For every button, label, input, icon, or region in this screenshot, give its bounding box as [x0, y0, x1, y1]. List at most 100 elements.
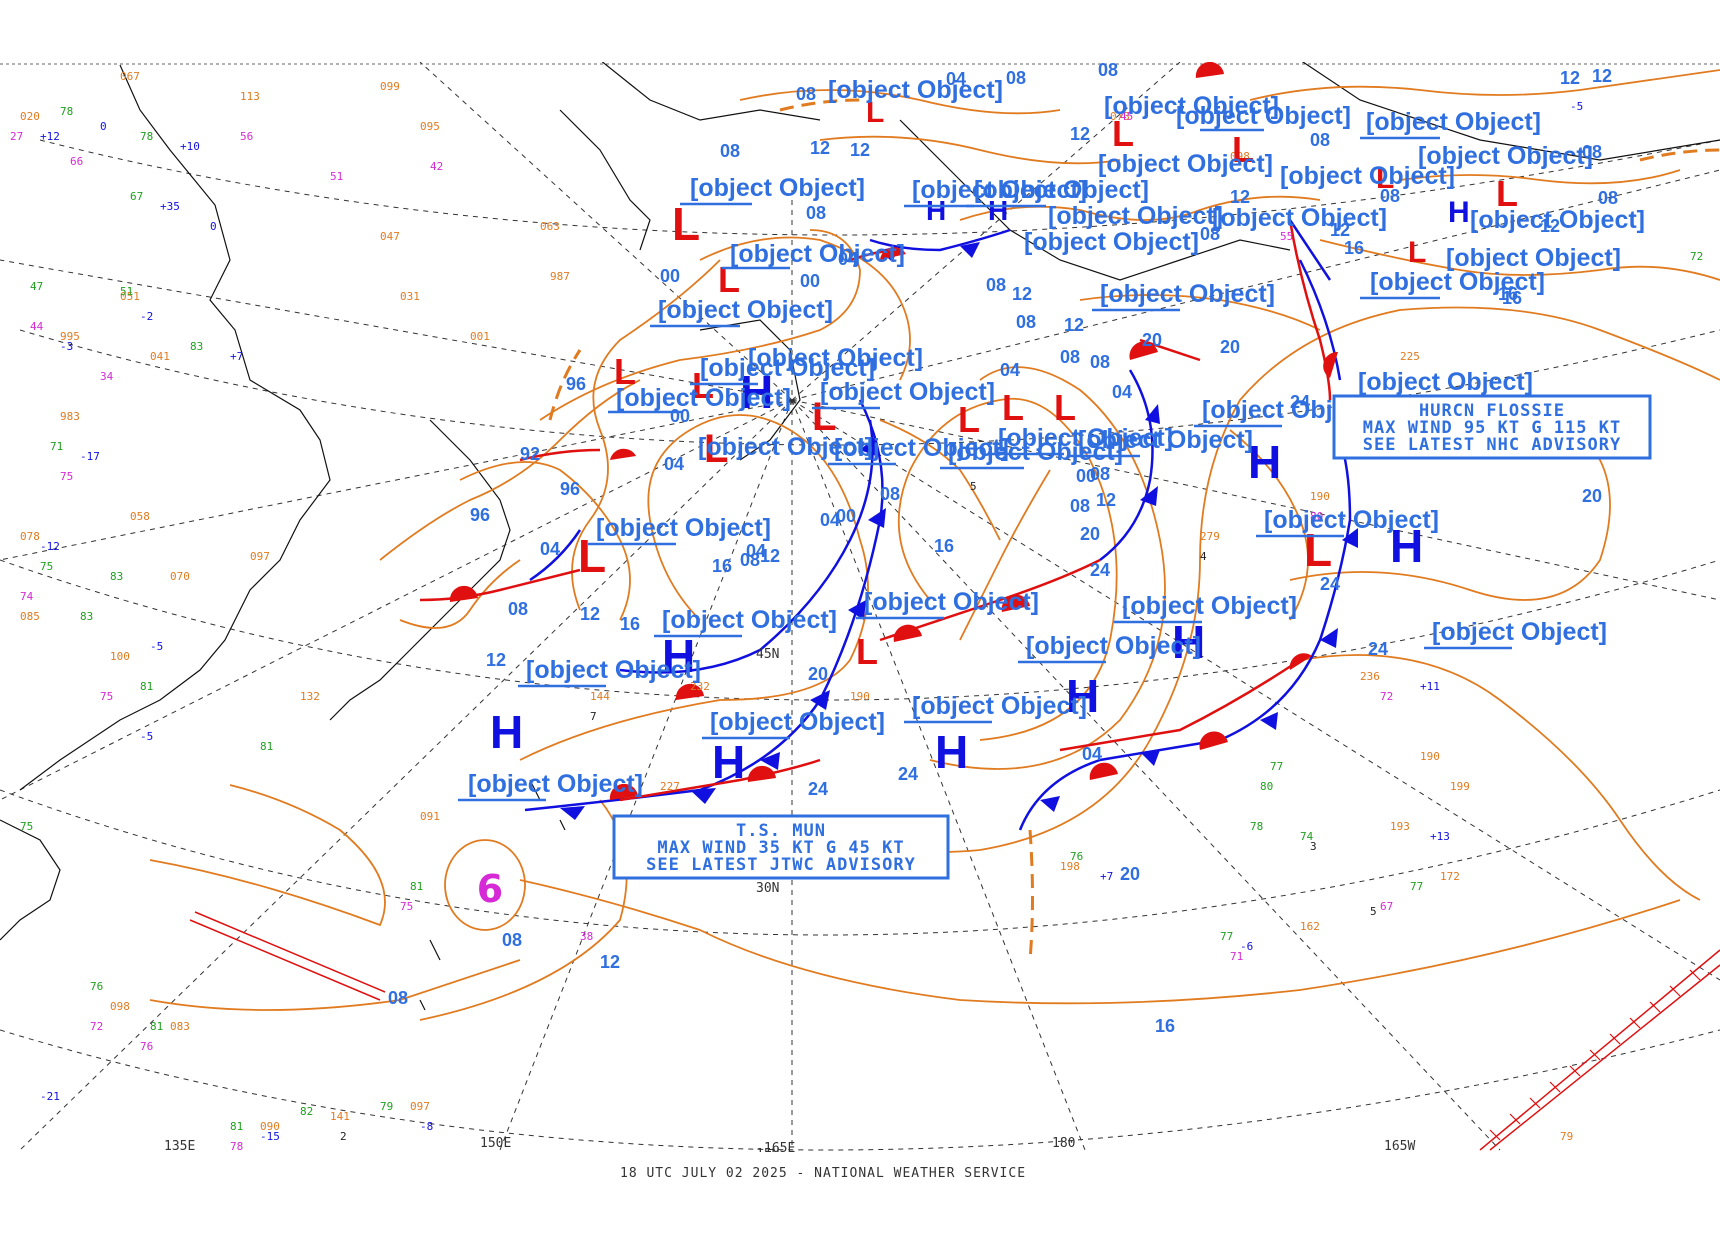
svg-text:5: 5: [1370, 905, 1377, 918]
svg-text:12: 12: [760, 546, 780, 566]
svg-text:983: 983: [60, 410, 80, 423]
svg-text:71: 71: [1230, 950, 1243, 963]
svg-text:[object Object]: [object Object]: [596, 514, 771, 542]
svg-text:279: 279: [1200, 530, 1220, 543]
svg-text:[object Object]: [object Object]: [1470, 206, 1645, 234]
svg-text:995: 995: [60, 330, 80, 343]
svg-text:-5: -5: [140, 730, 153, 743]
svg-text:16: 16: [1498, 284, 1518, 304]
svg-text:81: 81: [260, 740, 273, 753]
svg-text:12: 12: [1540, 216, 1560, 236]
svg-text:236: 236: [1360, 670, 1380, 683]
svg-text:-12: -12: [40, 540, 60, 553]
svg-text:76: 76: [90, 980, 103, 993]
latitude-labels: 45N 30N 15N: [756, 647, 779, 1162]
svg-text:[object Object]: [object Object]: [616, 384, 791, 412]
svg-text:987: 987: [550, 270, 570, 283]
svg-text:12: 12: [1560, 68, 1580, 88]
svg-text:83: 83: [80, 610, 93, 623]
svg-text:[object Object]: [object Object]: [1418, 142, 1593, 170]
svg-text:141: 141: [330, 1110, 350, 1123]
svg-text:92: 92: [520, 444, 540, 464]
svg-text:[object Object]: [object Object]: [1122, 592, 1297, 620]
svg-text:12: 12: [486, 650, 506, 670]
cold-front-barbs: [560, 242, 1358, 820]
svg-text:099: 099: [380, 80, 400, 93]
svg-text:34: 34: [100, 370, 114, 383]
svg-text:12: 12: [600, 952, 620, 972]
svg-text:[object Object]: [object Object]: [1048, 202, 1223, 230]
svg-text:08: 08: [796, 84, 816, 104]
svg-text:+12: +12: [40, 130, 60, 143]
high-marker: H: [740, 366, 773, 418]
svg-text:16: 16: [934, 536, 954, 556]
svg-text:0: 0: [210, 220, 217, 233]
svg-text:27: 27: [10, 130, 23, 143]
low-marker: L: [614, 351, 636, 392]
svg-text:[object Object]: [object Object]: [1212, 204, 1387, 232]
svg-text:12: 12: [1064, 315, 1084, 335]
svg-text:04: 04: [664, 454, 684, 474]
svg-text:96: 96: [560, 479, 580, 499]
high-marker: H: [1390, 520, 1423, 572]
svg-text:190: 190: [1310, 490, 1330, 503]
svg-text:T.S. MUN: T.S. MUN: [736, 821, 826, 841]
svg-text:08: 08: [1090, 352, 1110, 372]
svg-text:51: 51: [330, 170, 343, 183]
svg-text:75: 75: [40, 560, 53, 573]
svg-text:81: 81: [230, 1120, 243, 1133]
svg-text:24: 24: [1368, 639, 1388, 659]
low-marker: L: [672, 198, 700, 250]
svg-text:04: 04: [820, 510, 840, 530]
svg-text:[object Object]: [object Object]: [974, 176, 1149, 204]
high-marker: H: [935, 726, 968, 778]
svg-text:[object Object]: [object Object]: [698, 433, 873, 461]
svg-text:08: 08: [1598, 188, 1618, 208]
svg-text:12: 12: [1592, 66, 1612, 86]
svg-text:20: 20: [1142, 330, 1162, 350]
svg-text:12: 12: [1070, 124, 1090, 144]
svg-text:47: 47: [30, 280, 43, 293]
svg-text:[object Object]: [object Object]: [1098, 150, 1273, 178]
low-marker: L: [1002, 387, 1024, 428]
svg-text:6: 6: [477, 867, 503, 911]
svg-text:04: 04: [946, 69, 966, 89]
svg-text:08: 08: [502, 930, 522, 950]
svg-text:+7: +7: [230, 350, 243, 363]
svg-text:76: 76: [1070, 850, 1083, 863]
high-marker: H: [1066, 670, 1099, 722]
svg-text:190: 190: [850, 690, 870, 703]
svg-text:150E: 150E: [480, 1136, 511, 1151]
low-marker: L: [1232, 129, 1254, 170]
svg-text:MAX WIND 35 KT G 45 KT: MAX WIND 35 KT G 45 KT: [657, 838, 904, 858]
coastlines: [0, 62, 1720, 1011]
svg-text:227: 227: [660, 780, 680, 793]
svg-text:79: 79: [1560, 1130, 1573, 1143]
graticule: [0, 62, 1720, 1151]
svg-text:+13: +13: [1430, 830, 1450, 843]
svg-text:165W: 165W: [1384, 1139, 1415, 1154]
svg-text:08: 08: [806, 203, 826, 223]
svg-text:20: 20: [1220, 337, 1240, 357]
svg-text:30N: 30N: [756, 881, 779, 896]
svg-text:81: 81: [410, 880, 423, 893]
svg-text:75: 75: [400, 900, 413, 913]
svg-text:058: 058: [130, 510, 150, 523]
svg-text:001: 001: [470, 330, 490, 343]
high-marker: H: [1172, 616, 1205, 668]
svg-text:[object Object]: [object Object]: [828, 76, 1003, 104]
high-marker: H: [662, 630, 695, 682]
svg-text:[object Object]: [object Object]: [730, 240, 905, 268]
svg-text:16: 16: [1155, 1016, 1175, 1036]
svg-text:56: 56: [240, 130, 253, 143]
svg-text:[object Object]: [object Object]: [1078, 426, 1253, 454]
svg-text:031: 031: [400, 290, 420, 303]
svg-text:090: 090: [260, 1120, 280, 1133]
svg-text:80: 80: [1260, 780, 1273, 793]
svg-text:[object Object]: [object Object]: [526, 656, 701, 684]
svg-text:15N: 15N: [756, 1147, 779, 1162]
svg-text:-5: -5: [150, 640, 163, 653]
svg-text:095: 095: [420, 120, 440, 133]
